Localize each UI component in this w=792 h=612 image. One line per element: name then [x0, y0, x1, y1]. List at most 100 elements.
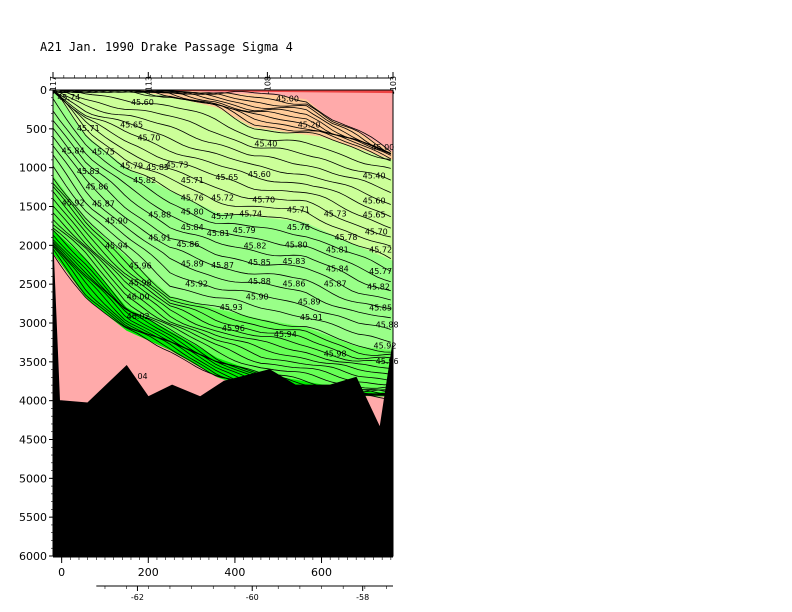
y-tick-label-7: 3500	[19, 356, 47, 369]
contour-line-14	[52, 90, 391, 218]
contour-label-28: 45.80	[181, 207, 204, 216]
contour-label-43: 45.86	[176, 240, 199, 249]
plot-area: 45.74 45.60 45.00 45.20 45.00 45.71 45.65 45.70…	[19, 72, 399, 602]
contour-label-25: 45.92	[62, 199, 85, 208]
contour-line-28	[52, 183, 391, 356]
contour-label-57: 45.88	[248, 277, 271, 286]
contour-label-1: 45.60	[131, 98, 154, 107]
contour-line-21	[52, 120, 391, 292]
contour-line-29	[52, 186, 391, 360]
contour-line-31	[52, 198, 391, 369]
contour-line-16	[52, 90, 391, 238]
x-tick-label-0: 0	[58, 566, 65, 579]
contour-label-4: 45.00	[371, 143, 394, 152]
contour-line-4	[53, 89, 391, 155]
contour-label-26: 45.87	[92, 200, 115, 209]
x2-tick-label-0: -62	[131, 593, 144, 602]
contour-label-69: 45.96	[222, 324, 245, 333]
surface-layer	[113, 90, 394, 94]
contour-label-70: 45.94	[274, 330, 297, 339]
contour-label-46: 45.81	[326, 245, 349, 254]
contour-label-36: 45.79	[233, 226, 256, 235]
contour-label-54: 45.96	[129, 262, 152, 271]
contour-label-18: 45.40	[363, 172, 386, 181]
contour-label-32: 45.73	[324, 210, 347, 219]
contour-label-72: 45.98	[324, 349, 347, 358]
contour-label-39: 45.81	[207, 229, 230, 238]
contour-label-5: 45.71	[77, 124, 100, 133]
contour-label-62: 45.90	[246, 293, 269, 302]
contour-label-15: 45.71	[181, 176, 204, 185]
y-tick-label-6: 3000	[19, 317, 47, 330]
x-tick-label-1: 200	[138, 566, 159, 579]
contour-line-33	[52, 212, 391, 381]
contour-label-42: 45.94	[105, 241, 128, 250]
contour-label-21: 45.76	[181, 193, 204, 202]
contour-label-40: 45.91	[148, 234, 171, 243]
top-tick-label-0: -117	[49, 76, 58, 94]
contour-label-58: 45.86	[283, 279, 306, 288]
contour-label-2: 45.00	[276, 95, 299, 104]
y-tick-label-4: 2000	[19, 239, 47, 252]
chart-title: A21 Jan. 1990 Drake Passage Sigma 4	[40, 40, 293, 54]
contour-line-25	[52, 154, 391, 330]
contour-label-6: 45.65	[120, 120, 143, 129]
contour-line-13	[52, 90, 391, 205]
contour-label-65: 45.85	[369, 304, 392, 313]
y-tick-label-2: 1000	[19, 162, 47, 175]
contour-label-55: 45.98	[129, 279, 152, 288]
contour-label-16: 45.65	[215, 173, 238, 182]
contour-label-41: 45.78	[335, 233, 358, 242]
contour-line-24	[52, 145, 391, 319]
contour-line-17	[52, 89, 391, 247]
top-tick-label-2: -108	[263, 76, 272, 94]
contour-label-0: 45.74	[57, 93, 80, 102]
contour-line-35	[52, 224, 391, 389]
contour-label-12: 45.73	[166, 161, 189, 170]
contour-line-15	[52, 91, 391, 229]
contour-label-47: 45.72	[369, 245, 392, 254]
contour-label-27: 45.88	[148, 210, 171, 219]
contour-label-49: 45.87	[211, 261, 234, 270]
x-tick-label-3: 600	[311, 566, 332, 579]
contour-label-61: 46.00	[127, 293, 150, 302]
contour-label-20: 45.85	[146, 163, 169, 172]
contour-label-11: 45.79	[120, 161, 143, 170]
contour-label-66: 46.02	[127, 312, 150, 321]
contour-label-8: 45.40	[254, 140, 277, 149]
y-tick-label-3: 1500	[19, 201, 47, 214]
contour-label-35: 45.84	[181, 223, 204, 232]
density-band-upper-4	[53, 90, 393, 160]
x2-tick-label-2: -58	[356, 593, 369, 602]
contour-label-67: 45.91	[300, 313, 323, 322]
contour-label-3: 45.20	[298, 120, 321, 129]
contour-label-38: 45.70	[365, 227, 388, 236]
contour-line-10	[53, 89, 391, 169]
contour-label-23: 45.70	[252, 196, 275, 205]
contour-label-74: 04	[137, 372, 147, 381]
contour-line-23	[52, 136, 391, 310]
y-tick-label-8: 4000	[19, 395, 47, 408]
density-band-upper-5	[53, 90, 393, 153]
contour-label-50: 45.85	[248, 258, 271, 267]
contour-line-18	[52, 89, 391, 259]
contour-label-56: 45.92	[185, 279, 208, 288]
contour-label-73: 45.96	[376, 357, 399, 366]
contour-line-26	[52, 165, 391, 343]
seafloor	[52, 245, 394, 557]
contour-label-52: 45.84	[326, 265, 349, 274]
contour-label-24: 45.60	[363, 196, 386, 205]
contour-label-48: 45.89	[181, 259, 204, 268]
y-tick-label-1: 500	[26, 123, 47, 136]
contour-line-34	[52, 219, 391, 386]
contour-label-63: 45.89	[298, 297, 321, 306]
contour-label-59: 45.87	[324, 279, 347, 288]
top-tick-label-3: -103	[389, 76, 398, 94]
contour-label-37: 45.76	[287, 223, 310, 232]
contour-label-68: 45.88	[376, 321, 399, 330]
contour-line-19	[52, 98, 391, 272]
y-tick-label-12: 6000	[19, 550, 47, 563]
contour-label-64: 45.93	[220, 303, 243, 312]
contour-label-60: 45.82	[367, 283, 390, 292]
y-tick-label-9: 4500	[19, 434, 47, 447]
